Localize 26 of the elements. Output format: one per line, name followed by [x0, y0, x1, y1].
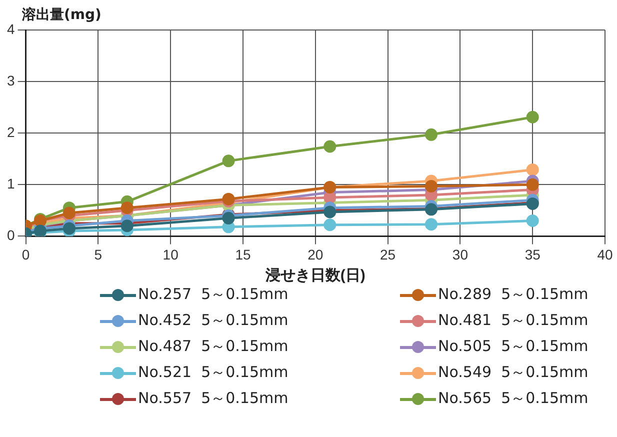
legend-label: No.452 5～0.15mm	[138, 311, 288, 330]
x-tick-label: 25	[380, 246, 396, 262]
legend-label: No.257 5～0.15mm	[138, 285, 288, 304]
x-tick-label: 20	[308, 246, 324, 262]
x-tick-label: 0	[22, 246, 30, 262]
y-tick-label: 1	[6, 176, 15, 192]
legend-label: No.521 5～0.15mm	[138, 363, 288, 382]
y-tick-label: 2	[6, 124, 15, 140]
y-tick-label: 0	[6, 227, 15, 244]
x-axis-title: 浸せき日数(日)	[264, 267, 366, 284]
legend-label: No.549 5～0.15mm	[438, 363, 588, 382]
legend-label: No.557 5～0.15mm	[138, 389, 288, 408]
legend-label: No.565 5～0.15mm	[438, 389, 588, 408]
x-tick-label: 40	[597, 246, 613, 262]
legend-label: No.487 5～0.15mm	[138, 337, 288, 356]
x-tick-label: 10	[162, 246, 179, 262]
legend-label: No.481 5～0.15mm	[438, 311, 588, 330]
x-tick-label: 15	[235, 246, 251, 262]
x-tick-label: 35	[524, 246, 541, 262]
y-tick-label: 4	[6, 20, 15, 37]
legend-label: No.289 5～0.15mm	[438, 285, 588, 304]
y-tick-label: 3	[6, 72, 15, 88]
x-tick-label: 30	[452, 246, 468, 262]
x-tick-label: 5	[94, 246, 102, 262]
y-axis-title: 溶出量(mg)	[22, 6, 102, 24]
legend-label: No.505 5～0.15mm	[438, 337, 588, 356]
